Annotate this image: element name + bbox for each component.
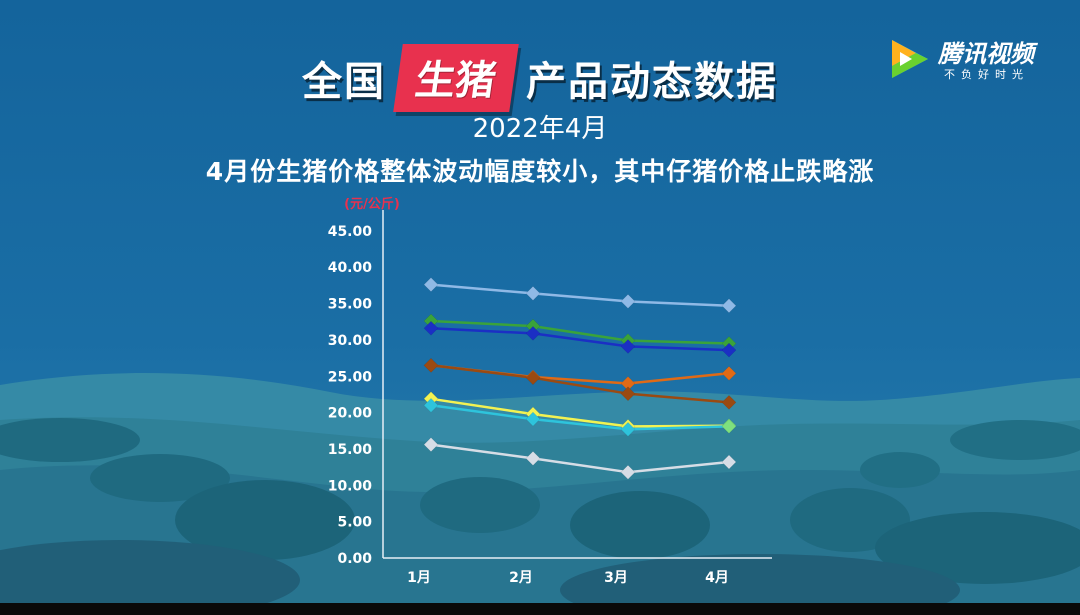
series-line-5 xyxy=(430,397,730,428)
title-row: 全国 生猪 产品动态数据 xyxy=(0,38,1080,118)
data-point-marker xyxy=(525,286,541,301)
data-point-marker xyxy=(525,411,541,427)
data-point-marker xyxy=(620,421,636,437)
y-tick-label: 10.00 xyxy=(328,478,373,494)
data-point-marker xyxy=(721,454,737,470)
y-tick-label: 5.00 xyxy=(337,515,372,531)
data-point-marker xyxy=(620,294,636,309)
y-axis-unit-label: (元/公斤) xyxy=(344,196,400,212)
data-point-marker xyxy=(525,370,541,386)
x-tick-label: 3月 xyxy=(604,570,628,586)
data-point-marker xyxy=(620,339,636,354)
data-point-marker xyxy=(620,464,636,480)
data-point-marker xyxy=(721,419,737,434)
bottom-bar xyxy=(0,603,1080,615)
series-line-4 xyxy=(430,364,730,404)
data-point-marker xyxy=(423,397,439,413)
title-left: 全国 xyxy=(302,59,386,105)
y-tick-label: 35.00 xyxy=(328,297,373,313)
logo-name: 腾讯视频 xyxy=(938,40,1034,68)
data-point-marker xyxy=(721,365,737,381)
data-point-marker xyxy=(423,277,439,293)
y-tick-label: 40.00 xyxy=(328,260,373,276)
y-tick-label: 30.00 xyxy=(328,333,373,349)
series-line-7 xyxy=(430,443,730,474)
data-point-marker xyxy=(721,298,737,314)
data-point-marker xyxy=(423,320,439,336)
logo-slogan: 不负好时光 xyxy=(944,68,1029,81)
data-point-marker xyxy=(721,395,737,410)
tencent-video-logo: 腾讯视频 不负好时光 xyxy=(886,34,1056,86)
data-point-marker xyxy=(525,326,541,341)
data-point-marker xyxy=(721,342,737,358)
y-tick-label: 25.00 xyxy=(328,369,373,385)
x-tick-label: 1月 xyxy=(407,570,431,586)
title-right: 产品动态数据 xyxy=(526,59,778,105)
data-point-marker xyxy=(525,451,541,466)
data-point-marker xyxy=(423,437,439,452)
date-label: 2022年4月 xyxy=(472,114,608,144)
data-point-marker xyxy=(620,386,636,402)
y-tick-label: 0.00 xyxy=(337,551,372,567)
y-tick-label: 20.00 xyxy=(328,406,373,422)
y-tick-label: 15.00 xyxy=(328,442,373,458)
series-line-3 xyxy=(430,364,730,385)
series-line-1 xyxy=(430,319,730,345)
y-tick-label: 45.00 xyxy=(328,224,373,240)
series-line-6 xyxy=(430,404,730,431)
x-tick-label: 2月 xyxy=(509,570,533,586)
data-point-marker xyxy=(423,357,439,373)
x-tick-label: 4月 xyxy=(705,570,729,586)
tencent-video-play-icon xyxy=(892,40,928,78)
series-line-2 xyxy=(430,327,730,352)
subtitle: 4月份生猪价格整体波动幅度较小，其中仔猪价格止跌略涨 xyxy=(205,157,875,186)
series-line-0 xyxy=(430,283,730,307)
